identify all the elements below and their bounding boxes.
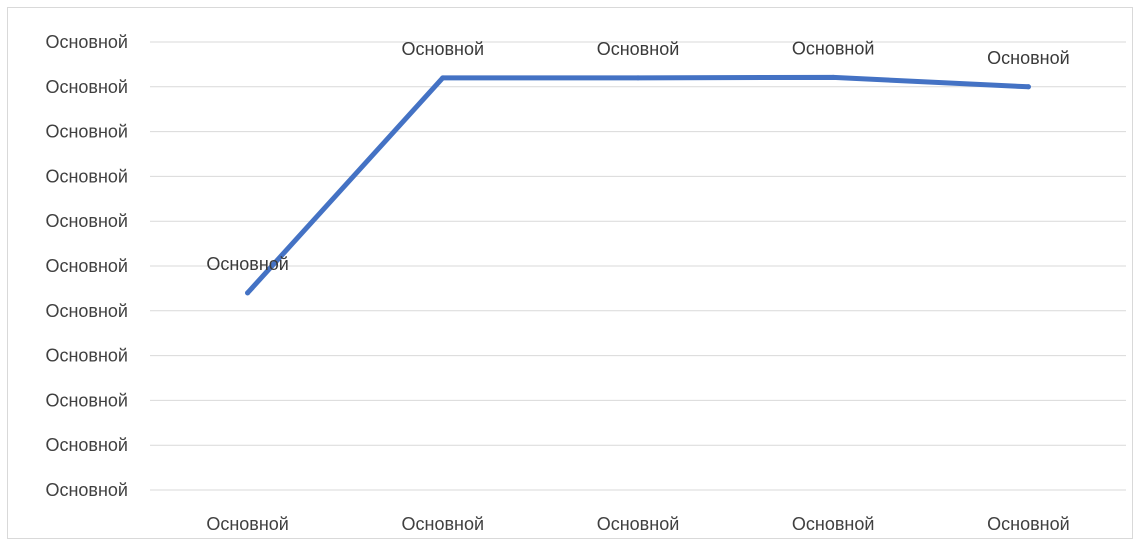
- y-tick-label: Основной: [45, 256, 128, 276]
- data-point: [830, 74, 836, 80]
- y-axis-tick-labels: Основной Основной Основной Основной Основной…: [45, 32, 128, 500]
- y-tick-label: Основной: [45, 301, 128, 321]
- x-tick-label: Основной: [402, 514, 485, 534]
- series-line: [245, 74, 1031, 296]
- data-label: Основной: [792, 38, 875, 58]
- y-tick-label: Основной: [45, 390, 128, 410]
- y-tick-label: Основной: [45, 480, 128, 500]
- y-tick-label: Основной: [45, 32, 128, 52]
- data-point: [1025, 84, 1031, 90]
- data-point: [245, 290, 251, 296]
- series-line-group: [245, 74, 1031, 296]
- y-tick-label: Основной: [45, 122, 128, 142]
- y-tick-label: Основной: [45, 435, 128, 455]
- data-labels: Основной Основной Основной Основной Основной: [206, 38, 1069, 273]
- y-tick-label: Основной: [45, 346, 128, 366]
- gridlines: [150, 41, 1126, 491]
- data-point: [635, 75, 641, 81]
- y-tick-label: Основной: [45, 77, 128, 97]
- x-tick-label: Основной: [206, 514, 289, 534]
- x-axis-tick-labels: Основной Основной Основной Основной Основной: [206, 514, 1069, 534]
- x-tick-label: Основной: [597, 514, 680, 534]
- chart-frame: [7, 7, 1133, 539]
- x-tick-label: Основной: [792, 514, 875, 534]
- data-label: Основной: [206, 254, 289, 274]
- data-point: [440, 75, 446, 81]
- y-tick-label: Основной: [45, 211, 128, 231]
- data-label: Основной: [402, 39, 485, 59]
- y-tick-label: Основной: [45, 166, 128, 186]
- data-label: Основной: [597, 39, 680, 59]
- data-label: Основной: [987, 48, 1070, 68]
- x-tick-label: Основной: [987, 514, 1070, 534]
